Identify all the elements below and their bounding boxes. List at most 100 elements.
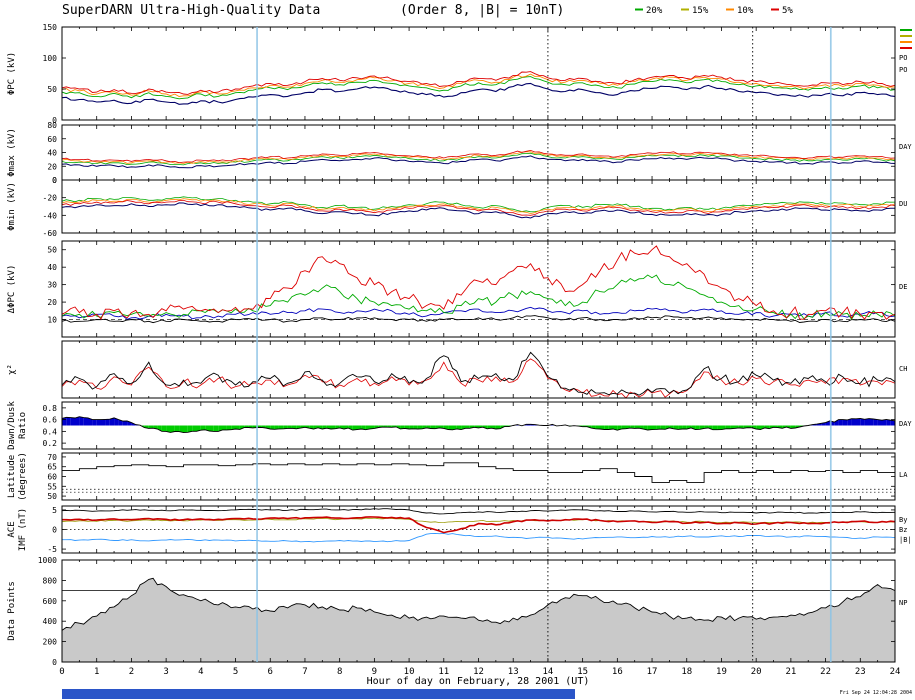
ratio-fill-segment [179, 425, 184, 433]
series-end-markers [900, 29, 912, 49]
ratio-fill-segment [209, 425, 214, 432]
ratio-fill-segment [222, 425, 227, 430]
ratio-fill-segment [361, 425, 366, 430]
ratio-fill-segment [847, 418, 852, 426]
ratio-fill-segment [834, 419, 839, 426]
legend-label-10pct: 10% [737, 6, 754, 16]
x-tick-label: 23 [855, 667, 866, 677]
series-base [61, 155, 896, 169]
ratio-fill-segment [239, 425, 245, 430]
right-label: CH [899, 365, 907, 373]
y-axis-label: ΦPC (kV) [7, 52, 17, 95]
x-tick-label: 18 [681, 667, 692, 677]
ratio-fill-segment [886, 419, 891, 426]
ratio-fill-segment [348, 425, 353, 431]
x-tick-label: 12 [473, 667, 484, 677]
ratio-fill-segment [88, 417, 93, 426]
ratio-fill-segment [166, 425, 171, 433]
series-base [61, 202, 895, 219]
ratio-fill-segment [183, 425, 188, 433]
y-tick-label: 10 [47, 316, 57, 325]
ratio-fill-segment [717, 425, 722, 430]
ratio-fill-segment [270, 425, 275, 430]
y-tick-label: 0 [52, 658, 57, 667]
ratio-fill-segment [600, 425, 605, 430]
page-subtitle: (Order 8, |B| = 10nT) [400, 3, 564, 18]
ratio-fill-segment [873, 419, 878, 426]
right-label: DAY [899, 420, 912, 428]
ratio-fill-segment [456, 425, 462, 430]
ratio-fill-segment [825, 420, 830, 426]
ratio-fill-segment [274, 425, 279, 430]
page-title: SuperDARN Ultra-High-Quality Data [62, 3, 320, 18]
ratio-fill-segment [92, 419, 97, 426]
y-tick-label: -60 [43, 229, 58, 238]
x-tick-label: 1 [94, 667, 99, 677]
series-pct5 [61, 71, 896, 95]
ratio-fill-segment [66, 417, 71, 426]
panel-frame [61, 124, 896, 181]
y-tick-label: 400 [43, 617, 58, 626]
right-label: By [899, 516, 907, 524]
y-tick-label: 50 [47, 246, 57, 255]
ratio-fill-segment [660, 425, 666, 430]
y-tick-label: 600 [43, 597, 58, 606]
x-tick-label: 19 [716, 667, 727, 677]
ratio-fill-segment [357, 425, 362, 430]
ratio-fill-segment [678, 425, 683, 430]
ratio-fill-segment [187, 425, 193, 433]
ratio-fill-segment [890, 420, 895, 426]
panel-frame [61, 240, 896, 338]
x-tick-label: 3 [163, 667, 168, 677]
y-tick-label: 50 [47, 492, 57, 501]
ratio-fill-segment [196, 425, 201, 432]
ratio-fill-segment [751, 425, 757, 429]
ratio-fill-segment [604, 425, 609, 430]
ratio-fill-segment [352, 425, 357, 431]
ratio-fill-segment [608, 425, 613, 430]
x-tick-label: 7 [302, 667, 307, 677]
series-pct10 [61, 198, 896, 215]
x-tick-label: 15 [577, 667, 588, 677]
right-label: Bz [899, 526, 907, 534]
x-tick-label: 13 [508, 667, 519, 677]
series-pct10 [61, 73, 896, 97]
ratio-fill-segment [756, 425, 761, 430]
ratio-fill-segment [161, 425, 167, 432]
y-tick-label: 0 [52, 176, 57, 185]
ratio-fill-segment [665, 425, 670, 430]
right-label: NP [899, 599, 907, 607]
y-axis-label: χ² [7, 364, 17, 375]
x-tick-label: 22 [820, 667, 831, 677]
ratio-fill-segment [318, 425, 323, 429]
ratio-fill-segment [417, 425, 423, 429]
right-label: DU [899, 200, 907, 208]
y-axis-label: Data Points [7, 581, 17, 641]
ratio-fill-segment [595, 425, 600, 429]
x-tick-label: 16 [612, 667, 623, 677]
ratio-fill-segment [495, 425, 501, 429]
ratio-fill-segment [656, 425, 661, 430]
y-tick-label: 0.8 [43, 404, 58, 413]
ratio-fill-segment [730, 425, 735, 429]
ratio-fill-segment [101, 419, 106, 426]
series-by [62, 516, 896, 534]
y-tick-label: 20 [47, 162, 57, 171]
y-tick-label: 0.6 [43, 416, 58, 425]
legend-label-5pct: 5% [782, 6, 793, 16]
panel-frame [61, 26, 896, 121]
legend-label-20pct: 20% [646, 6, 663, 16]
y-tick-label: -40 [43, 211, 58, 220]
right-label: DE [899, 283, 907, 291]
ratio-fill-segment [205, 425, 210, 431]
series-n-points [61, 577, 896, 663]
ratio-fill-segment [109, 417, 115, 426]
y-axis-label: IMF (nT) [18, 508, 28, 551]
ratio-fill-segment [70, 417, 75, 426]
series-fit [61, 315, 896, 324]
y-axis-label: ΔΦPC (kV) [7, 265, 17, 314]
legend: 20% 15% 10% 5% [635, 6, 793, 16]
